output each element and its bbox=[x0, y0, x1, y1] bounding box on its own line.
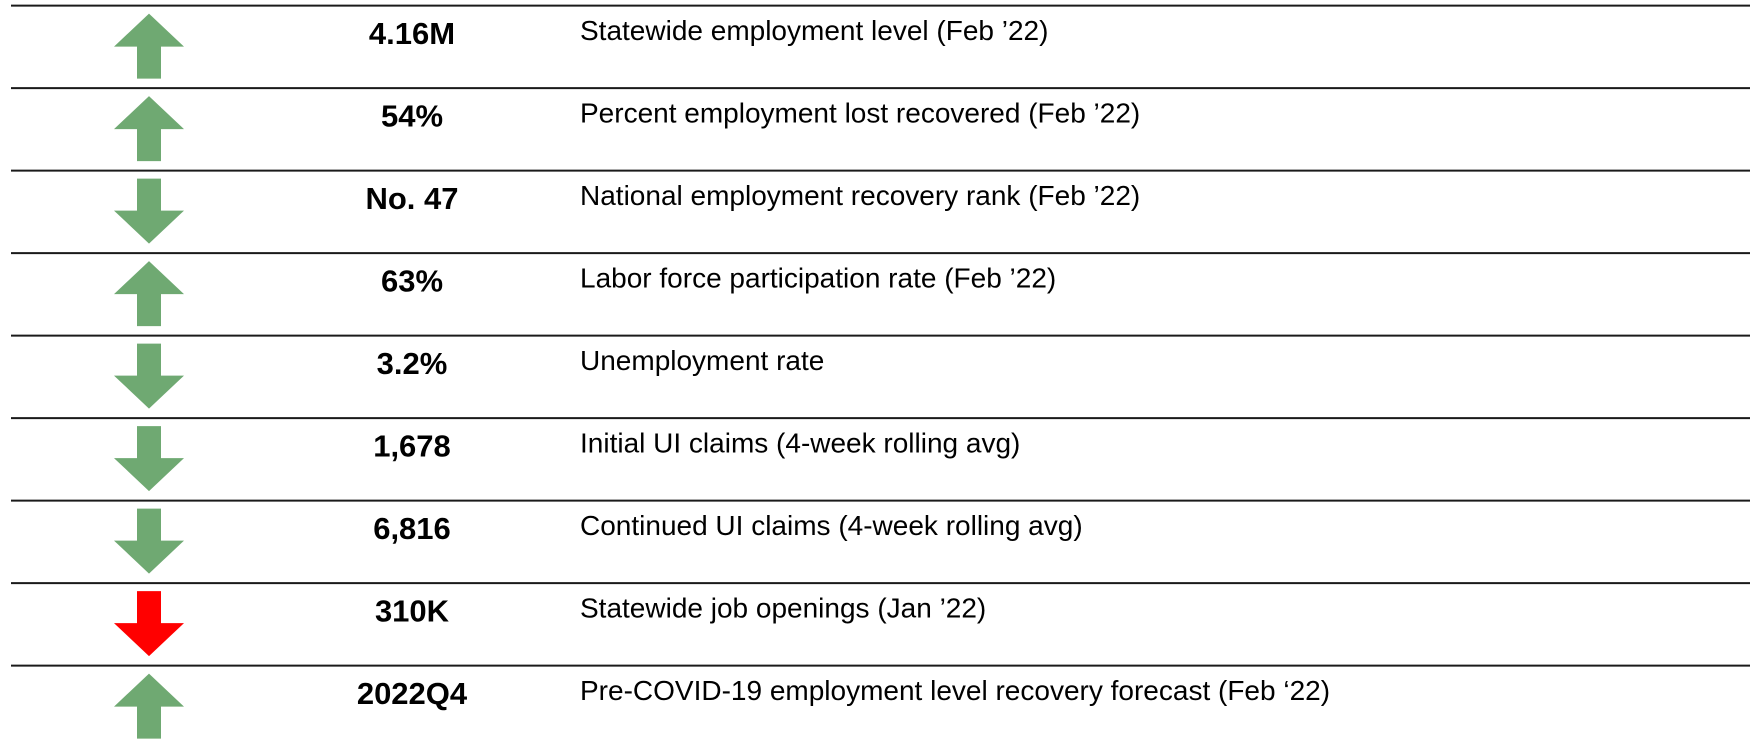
metric-value: No. 47 bbox=[365, 181, 458, 216]
trend-arrow bbox=[114, 343, 184, 409]
trend-arrow bbox=[114, 591, 184, 657]
metric-value: 54% bbox=[381, 98, 443, 133]
metric-value: 2022Q4 bbox=[357, 676, 468, 711]
trend-arrow bbox=[114, 13, 184, 79]
trend-arrow bbox=[114, 261, 184, 327]
trend-arrow bbox=[114, 426, 184, 492]
metric-label: Continued UI claims (4-week rolling avg) bbox=[580, 510, 1083, 541]
metric-value: 4.16M bbox=[369, 16, 455, 51]
metric-label: Statewide job openings (Jan ’22) bbox=[580, 592, 986, 623]
metric-label: Initial UI claims (4-week rolling avg) bbox=[580, 427, 1020, 458]
metric-value: 3.2% bbox=[377, 346, 448, 381]
metric-value: 1,678 bbox=[373, 428, 451, 463]
metric-value: 6,816 bbox=[373, 511, 451, 546]
metric-label: Pre-COVID-19 employment level recovery f… bbox=[580, 675, 1330, 706]
metric-label: Unemployment rate bbox=[580, 345, 824, 376]
metric-label: Percent employment lost recovered (Feb ’… bbox=[580, 97, 1140, 128]
metric-label: Labor force participation rate (Feb ’22) bbox=[580, 262, 1056, 293]
trend-arrow bbox=[114, 673, 184, 739]
metric-label: Statewide employment level (Feb ’22) bbox=[580, 15, 1048, 46]
trend-arrow bbox=[114, 508, 184, 574]
trend-arrow bbox=[114, 96, 184, 162]
metric-label: National employment recovery rank (Feb ’… bbox=[580, 180, 1140, 211]
trend-arrow bbox=[114, 178, 184, 244]
metric-value: 310K bbox=[375, 593, 450, 628]
metric-value: 63% bbox=[381, 263, 443, 298]
